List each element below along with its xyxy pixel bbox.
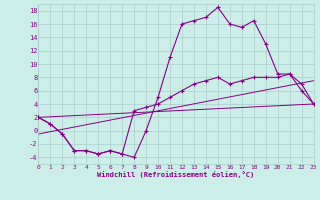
X-axis label: Windchill (Refroidissement éolien,°C): Windchill (Refroidissement éolien,°C) — [97, 171, 255, 178]
